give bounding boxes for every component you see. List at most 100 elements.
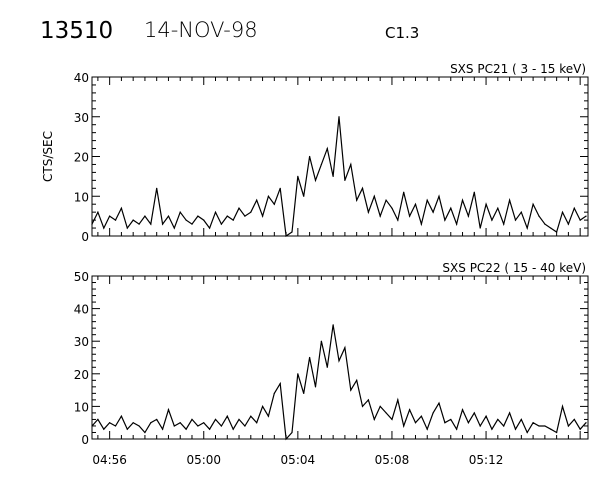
data-point: [550, 428, 552, 430]
panel-title: SXS PC21 ( 3 - 15 keV): [450, 62, 586, 76]
data-point: [497, 418, 499, 421]
data-point: [585, 215, 587, 217]
x-tick-label: 05:04: [281, 453, 316, 467]
data-point: [556, 231, 558, 233]
data-point: [161, 428, 164, 430]
data-point: [373, 418, 375, 421]
data-point: [291, 231, 293, 233]
data-point: [138, 425, 140, 427]
data-point: [97, 211, 99, 213]
data-point: [544, 425, 546, 427]
data-point: [361, 405, 364, 407]
data-point: [173, 227, 175, 229]
data-point: [408, 215, 411, 217]
data-point: [544, 223, 546, 225]
data-point: [350, 163, 352, 166]
data-point: [567, 425, 569, 427]
data-point: [220, 223, 222, 225]
data-point: [244, 215, 246, 217]
data-point: [432, 211, 434, 213]
data-point: [226, 415, 228, 417]
data-point: [285, 438, 287, 440]
data-point: [432, 412, 434, 414]
y-axis-label: CTS/SEC: [41, 131, 55, 182]
data-point: [561, 405, 564, 407]
y-tick-label: 10: [74, 400, 89, 414]
data-point: [532, 203, 534, 205]
data-point: [132, 219, 134, 221]
y-tick-label: 40: [74, 303, 89, 317]
data-point: [438, 195, 440, 197]
data-point: [508, 412, 511, 414]
data-point: [314, 179, 317, 181]
data-point: [497, 207, 499, 209]
data-point: [97, 418, 99, 421]
data-point: [414, 203, 417, 205]
data-point: [332, 175, 334, 177]
data-point: [491, 219, 493, 221]
data-point: [114, 425, 117, 427]
data-point: [526, 431, 528, 434]
data-point: [261, 215, 264, 217]
data-point: [197, 215, 199, 217]
series-line: [91, 116, 587, 238]
data-point: [373, 195, 375, 197]
data-point: [126, 428, 128, 430]
y-tick-label: 30: [74, 111, 89, 125]
data-point: [367, 399, 370, 401]
series-line: [91, 324, 587, 441]
data-point: [161, 223, 164, 225]
data-point: [456, 223, 458, 225]
data-point: [103, 227, 105, 229]
data-point: [485, 415, 487, 417]
data-point: [450, 418, 452, 421]
goes-class: C1.3: [385, 24, 420, 42]
data-point: [297, 175, 299, 177]
data-point: [309, 155, 311, 158]
data-point: [532, 422, 534, 424]
data-point: [209, 227, 211, 229]
data-point: [514, 428, 517, 430]
data-point: [361, 187, 364, 189]
data-point: [561, 211, 564, 213]
x-tick-label: 05:00: [186, 453, 221, 467]
data-point: [156, 187, 158, 189]
data-point: [156, 418, 158, 421]
data-point: [314, 386, 317, 388]
data-point: [579, 428, 581, 430]
y-tick-label: 0: [81, 230, 89, 244]
y-tick-label: 0: [81, 433, 89, 447]
data-point: [179, 422, 181, 424]
data-point: [526, 227, 528, 229]
y-tick-label: 30: [74, 335, 89, 349]
data-point: [214, 211, 217, 213]
data-point: [461, 199, 464, 201]
data-point: [356, 199, 358, 201]
data-point: [150, 223, 152, 225]
data-point: [573, 418, 575, 421]
data-point: [473, 191, 475, 193]
data-point: [309, 356, 311, 359]
data-point: [444, 219, 446, 221]
data-point: [273, 203, 275, 205]
panel-title: SXS PC22 ( 15 - 40 keV): [442, 261, 586, 275]
data-point: [520, 418, 522, 421]
x-tick-label: 05:08: [375, 453, 410, 467]
data-point: [109, 422, 111, 424]
data-point: [232, 219, 234, 221]
data-point: [232, 428, 234, 430]
data-point: [203, 422, 205, 424]
data-point: [238, 418, 240, 421]
data-point: [420, 415, 422, 417]
data-point: [138, 223, 140, 225]
data-point: [438, 402, 440, 404]
data-point: [150, 422, 152, 424]
data-point: [367, 211, 370, 213]
data-point: [214, 418, 217, 421]
data-point: [479, 425, 481, 427]
data-point: [326, 147, 328, 150]
data-point: [414, 422, 417, 424]
data-point: [450, 207, 452, 209]
data-point: [238, 207, 240, 209]
data-point: [114, 219, 117, 221]
